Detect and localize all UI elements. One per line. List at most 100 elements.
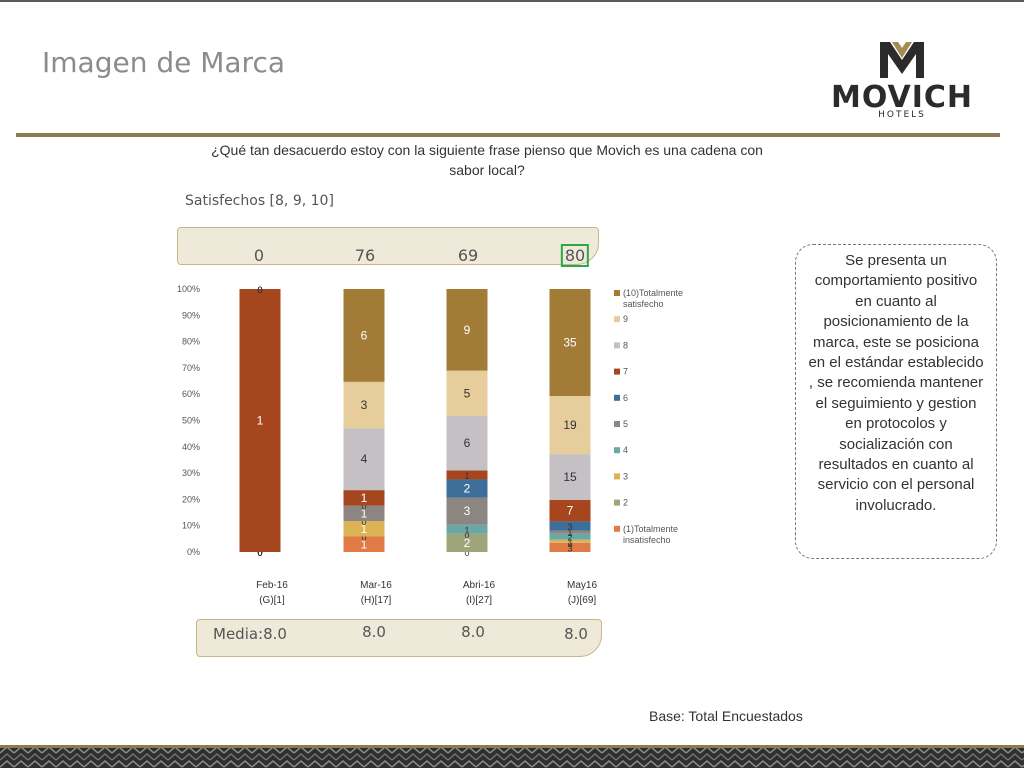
data-label: 0	[257, 548, 262, 558]
legend-label: 5	[623, 419, 628, 429]
data-label: 0	[567, 539, 572, 549]
data-label: 35	[563, 336, 577, 350]
media-band	[196, 619, 602, 657]
bar-segment	[343, 521, 385, 537]
insight-note: Se presenta un comportamiento positivo e…	[795, 244, 997, 559]
legend-label: 4	[623, 445, 628, 455]
data-label: 3	[464, 504, 471, 518]
bar-segment	[446, 370, 488, 416]
bar-segment	[549, 533, 591, 540]
decorative-footer-pattern	[0, 745, 1024, 768]
y-tick-label: 90%	[182, 310, 200, 320]
bar-segment	[549, 542, 591, 552]
x-tick-label: May16	[567, 580, 597, 591]
data-label: 0	[257, 285, 262, 295]
x-tick-label: Abri-16	[463, 580, 496, 591]
legend-swatch	[614, 499, 620, 506]
bar-segment	[549, 539, 591, 543]
satisfied-value: 76	[354, 246, 376, 265]
data-label: 3	[567, 522, 572, 532]
data-label: 0	[464, 548, 469, 558]
x-tick-label: (G)[1]	[259, 595, 285, 606]
data-label: 0	[361, 533, 366, 543]
legend-label: 7	[623, 367, 628, 377]
media-value: 8.0	[362, 623, 386, 641]
x-tick-label: (I)[27]	[466, 595, 492, 606]
y-tick-label: 80%	[182, 337, 200, 347]
legend-label: 8	[623, 340, 628, 350]
data-label: 5	[464, 386, 471, 400]
satisfied-value-highlighted: 80	[560, 244, 590, 267]
media-value: 8.0	[564, 625, 588, 643]
legend-swatch	[614, 473, 620, 480]
legend-label: 6	[623, 393, 628, 403]
data-label: 19	[563, 418, 577, 432]
legend-swatch	[614, 342, 620, 349]
data-label: 1	[361, 506, 368, 520]
data-label: 0	[361, 517, 366, 527]
legend-swatch	[614, 316, 620, 323]
y-tick-label: 20%	[182, 494, 200, 504]
y-tick-label: 10%	[182, 521, 200, 531]
legend-swatch	[614, 525, 620, 532]
bar-segment	[239, 289, 281, 552]
legend-swatch	[614, 421, 620, 427]
data-label: 9	[464, 323, 471, 337]
data-label: 0	[257, 548, 262, 558]
media-value: 8.0	[461, 623, 485, 641]
legend-label: (1)Totalmente insatisfecho	[623, 524, 678, 545]
data-label: 1	[361, 522, 368, 536]
bar-segment	[343, 536, 385, 552]
media-value: 8.0	[263, 625, 287, 643]
bar-segment	[446, 533, 488, 552]
data-label: 15	[563, 470, 577, 484]
data-label: 1	[464, 525, 469, 535]
header-divider	[16, 133, 1000, 137]
y-tick-label: 70%	[182, 363, 200, 373]
data-label: 0	[257, 285, 262, 295]
x-tick-label: Mar-16	[360, 580, 392, 591]
top-border	[0, 0, 1024, 2]
media-label: Media:	[213, 625, 264, 643]
bar-segment	[446, 497, 488, 525]
data-label: 0	[257, 548, 262, 558]
x-tick-label: (J)[69]	[568, 595, 597, 606]
satisfied-band	[177, 227, 599, 265]
data-label: 1	[567, 528, 572, 538]
bar-segment	[549, 521, 591, 531]
x-tick-label: Feb-16	[256, 580, 288, 591]
data-label: 0	[361, 502, 366, 512]
bar-segment	[446, 479, 488, 498]
data-label: 1	[567, 537, 572, 547]
base-footnote: Base: Total Encuestados	[649, 708, 803, 724]
legend-label: 3	[623, 471, 628, 481]
satisfied-value: 69	[457, 246, 479, 265]
bar-segment	[446, 289, 488, 371]
bar-segment	[446, 415, 488, 471]
bar-segment	[549, 500, 591, 522]
data-label: 1	[361, 491, 368, 505]
data-label: 0	[257, 548, 262, 558]
legend-swatch	[614, 290, 620, 296]
logo-mark-icon	[880, 42, 924, 78]
data-label: 0	[257, 548, 262, 558]
data-label: 2	[567, 533, 572, 543]
y-tick-label: 0%	[187, 547, 200, 557]
y-tick-label: 40%	[182, 442, 200, 452]
bar-segment	[343, 505, 385, 522]
data-label: 0	[257, 548, 262, 558]
y-tick-label: 50%	[182, 416, 200, 426]
legend-label: 2	[623, 498, 628, 508]
y-tick-label: 60%	[182, 389, 200, 399]
bar-segment	[446, 524, 488, 534]
legend-swatch	[614, 447, 620, 454]
y-tick-label: 100%	[177, 284, 200, 294]
bar-segment	[343, 490, 385, 506]
y-tick-label: 30%	[182, 468, 200, 478]
satisfied-label: Satisfechos [8, 9, 10]	[185, 193, 334, 209]
satisfied-value: 0	[253, 246, 265, 265]
data-label: 1	[257, 414, 264, 428]
bar-segment	[446, 470, 488, 480]
legend-swatch	[614, 394, 620, 401]
